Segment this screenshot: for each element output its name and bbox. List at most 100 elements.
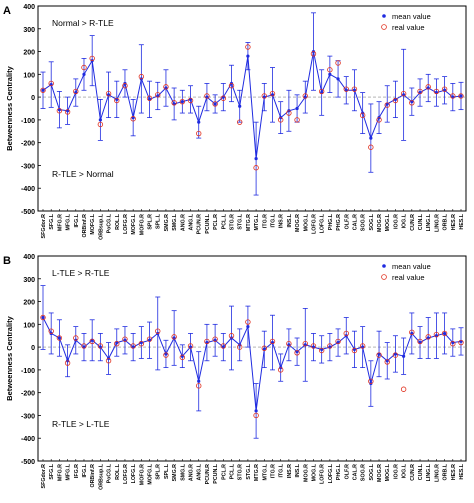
- x-tick-label: PCL.L: [230, 463, 236, 479]
- real-point: [146, 95, 153, 101]
- x-tick-label: ITG.R: [262, 214, 268, 228]
- x-tick-label: HES.L: [459, 463, 465, 479]
- real-point: [368, 378, 374, 384]
- x-tick-label: MOFG.R: [139, 214, 145, 235]
- x-tick-label: SOG.L: [369, 463, 375, 480]
- x-tick-label: OLF.R: [344, 464, 350, 479]
- x-tick-label: CAL.R: [352, 214, 358, 230]
- mean-point: [197, 120, 201, 124]
- real-point: [441, 86, 448, 92]
- mean-point: [213, 102, 217, 106]
- x-tick-label: ORB.L: [443, 213, 449, 230]
- real-point: [171, 100, 177, 106]
- real-point: [318, 347, 325, 354]
- real-point: [220, 343, 227, 349]
- x-tick-label: MFG.L: [66, 213, 72, 230]
- legend-real-marker: [381, 274, 387, 280]
- real-point: [81, 64, 87, 71]
- real-point: [89, 338, 95, 345]
- x-tick-label: LOFG.L: [328, 463, 334, 483]
- y-tick-label: 0: [31, 95, 35, 102]
- y-tick-label: -100: [21, 368, 35, 375]
- y-tick-label: -500: [21, 459, 35, 466]
- real-point: [458, 93, 464, 99]
- legend-mean-label: mean value: [392, 262, 431, 271]
- annotation-top: Normal > R-TLE: [52, 18, 114, 28]
- x-tick-label: PCUN.R: [205, 464, 211, 484]
- x-tick-label: ANG.L: [189, 213, 195, 230]
- x-tick-label: IFG.L: [82, 463, 88, 477]
- y-tick-label: 200: [23, 50, 35, 57]
- real-point: [433, 331, 440, 338]
- x-tick-label: SOG.L: [369, 213, 375, 230]
- mean-point: [402, 354, 406, 358]
- x-tick-label: LOFG.L: [320, 213, 326, 233]
- x-tick-label: IFG.R: [74, 464, 80, 478]
- real-point: [409, 100, 415, 106]
- x-tick-label: LING.L: [426, 213, 432, 231]
- panel-b: -500 -400 -300 -200 -100 0 100 200 300 400 Between…: [3, 254, 467, 490]
- real-point: [302, 340, 308, 347]
- real-point: [310, 51, 317, 57]
- real-point: [245, 44, 251, 50]
- legend-real-marker: [381, 24, 387, 30]
- real-point: [89, 55, 95, 62]
- x-tick-label: LING.R: [434, 464, 440, 482]
- real-point: [327, 67, 333, 73]
- x-tick-label: MOFG.R: [139, 464, 145, 485]
- x-tick-label: CUN.R: [410, 214, 416, 231]
- real-point: [155, 92, 161, 98]
- real-point: [277, 117, 284, 123]
- x-tick-label: IFG.L: [74, 213, 80, 227]
- real-point: [171, 334, 177, 340]
- real-point: [253, 165, 259, 171]
- real-point: [196, 130, 202, 137]
- plot-frame: [37, 255, 467, 462]
- real-point: [228, 333, 235, 339]
- x-tick-label: MOFG.L: [148, 463, 154, 484]
- x-tick-label: MFG.R: [57, 214, 63, 231]
- mean-point: [336, 77, 340, 81]
- real-point: [187, 97, 194, 104]
- x-tick-label: ORBinf.R: [82, 214, 88, 238]
- real-point: [73, 88, 79, 95]
- real-point: [425, 84, 431, 90]
- real-point: [368, 144, 374, 150]
- real-point: [220, 95, 227, 101]
- real-point: [400, 386, 407, 392]
- real-point: [40, 314, 46, 321]
- y-tick-label: 300: [23, 277, 35, 284]
- mean-point: [328, 72, 332, 76]
- real-point: [343, 86, 349, 92]
- real-point: [450, 93, 456, 99]
- legend-mean-marker: [382, 264, 386, 268]
- y-tick-label: 400: [23, 254, 35, 261]
- real-point: [433, 88, 440, 95]
- y-tick-label: 100: [23, 322, 35, 329]
- real-point: [163, 352, 169, 358]
- real-point: [450, 340, 456, 347]
- x-tick-label: HES.R: [451, 214, 457, 230]
- x-tick-label: SMG.R: [172, 464, 178, 482]
- x-tick-label: SFG.L: [49, 213, 55, 229]
- annotation-bottom: R-TLE > Normal: [52, 169, 114, 179]
- real-point: [286, 110, 292, 116]
- real-point: [97, 121, 104, 128]
- real-point: [294, 117, 300, 123]
- x-tick-label: MOG.L: [385, 213, 391, 231]
- x-tick-label: INS.L: [287, 213, 293, 227]
- x-tick-label: SPL.L: [156, 213, 162, 229]
- x-tick-label: CAL.R: [352, 464, 358, 480]
- real-point: [228, 83, 235, 89]
- real-point: [138, 73, 145, 80]
- x-tick-label: PCL.R: [213, 214, 219, 230]
- real-point: [105, 90, 112, 97]
- real-point: [392, 352, 399, 358]
- x-tick-label: LOFG.R: [123, 214, 129, 234]
- x-tick-label: CUN.L: [418, 463, 424, 480]
- real-point: [212, 336, 218, 342]
- real-point: [351, 86, 358, 92]
- real-point: [417, 338, 423, 345]
- y-tick-label: -400: [21, 186, 35, 193]
- x-tick-label: ORBinf.R: [90, 464, 96, 488]
